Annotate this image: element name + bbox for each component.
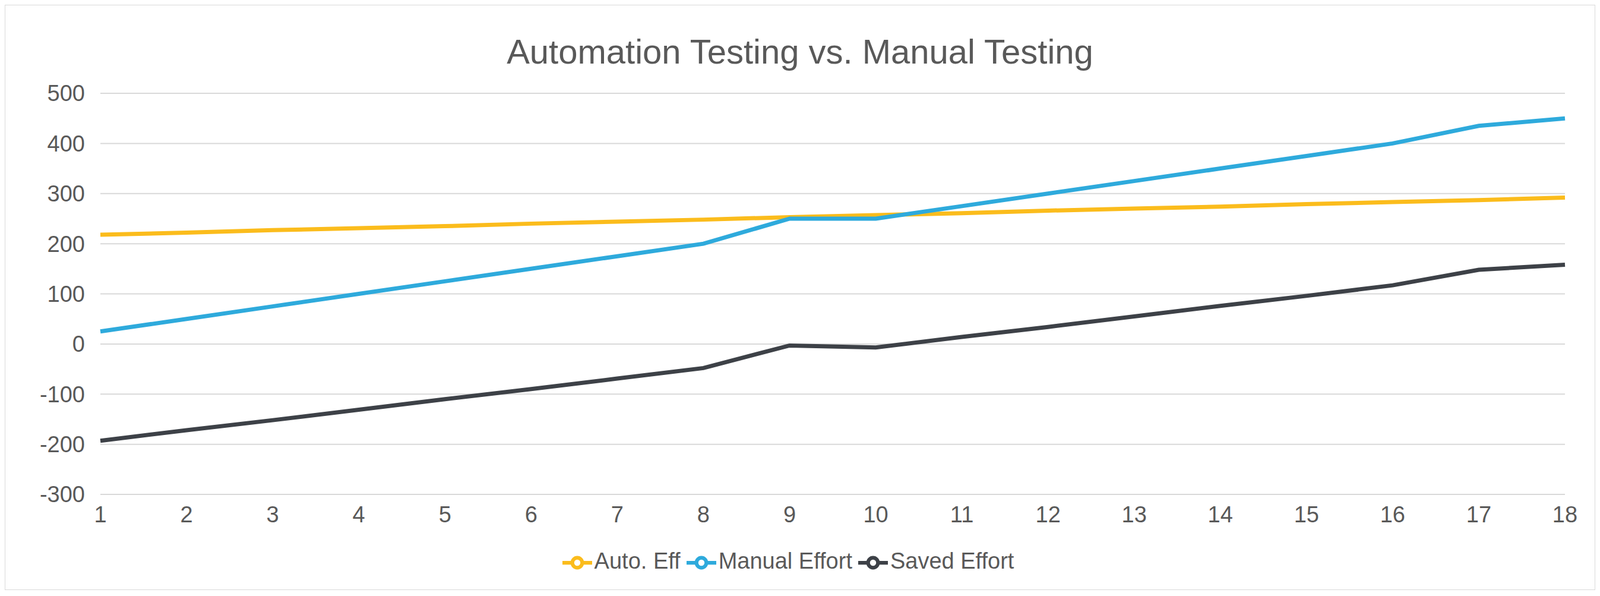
- html-text:Auto. Eff: Auto. Eff: [594, 548, 681, 574]
- svg-text:8: 8: [697, 501, 710, 527]
- svg-text:3: 3: [266, 501, 280, 527]
- svg-text:500: 500: [47, 80, 85, 106]
- html-text:Automation Testing vs. Manual: Automation Testing vs. Manual Testing: [506, 32, 1094, 71]
- svg-text:100: 100: [47, 281, 85, 307]
- svg-text:12: 12: [1035, 501, 1061, 527]
- svg-text:1: 1: [93, 501, 107, 527]
- html-text:Manual Effort: Manual Effort: [718, 548, 853, 574]
- svg-text:11: 11: [950, 501, 974, 527]
- svg-text:2: 2: [179, 501, 193, 527]
- svg-text:4: 4: [352, 501, 366, 527]
- svg-text:18: 18: [1552, 501, 1578, 527]
- svg-text:16: 16: [1380, 501, 1406, 527]
- svg-text:6: 6: [525, 501, 538, 527]
- svg-text:17: 17: [1466, 501, 1492, 527]
- svg-text:-100: -100: [39, 381, 85, 407]
- svg-text:5: 5: [438, 501, 452, 527]
- svg-text:14: 14: [1208, 501, 1233, 527]
- svg-text:400: 400: [47, 131, 85, 157]
- svg-text:0: 0: [72, 331, 85, 357]
- svg-text:-300: -300: [39, 481, 85, 507]
- html-text:Saved Effort: Saved Effort: [890, 548, 1015, 574]
- svg-text:300: 300: [47, 181, 85, 207]
- svg-text:9: 9: [783, 501, 796, 527]
- svg-text:15: 15: [1294, 501, 1320, 527]
- svg-text:-200: -200: [39, 431, 85, 457]
- svg-text:200: 200: [47, 231, 85, 257]
- svg-text:13: 13: [1121, 501, 1147, 527]
- svg-text:7: 7: [611, 501, 624, 527]
- svg-text:10: 10: [862, 501, 888, 527]
